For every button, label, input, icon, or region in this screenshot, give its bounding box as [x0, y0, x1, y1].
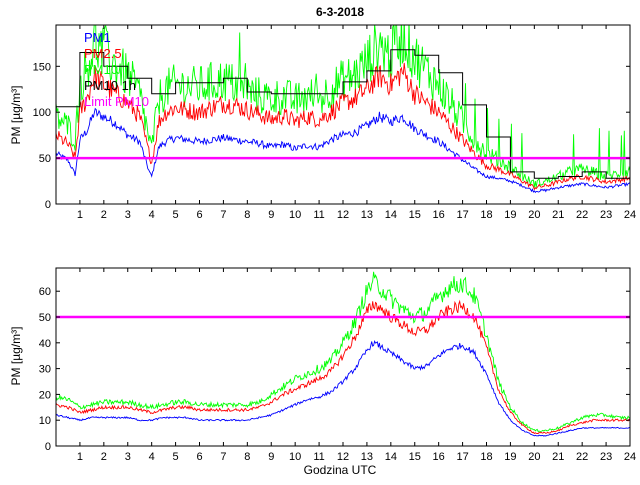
- x-tick-label: 22: [576, 209, 588, 221]
- series-line-pm1: [56, 107, 630, 194]
- x-tick-label: 22: [576, 451, 588, 463]
- x-tick-label: 15: [409, 451, 421, 463]
- legend-entry-pm2-5: PM2.5: [84, 46, 122, 61]
- x-tick-label: 4: [149, 209, 155, 221]
- x-tick-label: 20: [528, 451, 540, 463]
- x-tick-label: 6: [196, 451, 202, 463]
- x-tick-label: 14: [385, 451, 397, 463]
- x-tick-label: 20: [528, 209, 540, 221]
- y-tick-label: 0: [45, 199, 51, 211]
- x-tick-label: 5: [173, 209, 179, 221]
- x-tick-label: 21: [552, 451, 564, 463]
- x-tick-label: 19: [504, 209, 516, 221]
- y-tick-label: 0: [45, 441, 51, 453]
- x-tick-label: 24: [624, 451, 636, 463]
- x-tick-label: 13: [361, 209, 373, 221]
- x-tick-label: 14: [385, 209, 397, 221]
- x-tick-label: 8: [244, 451, 250, 463]
- x-tick-label: 7: [220, 209, 226, 221]
- x-tick-label: 12: [337, 209, 349, 221]
- x-tick-label: 16: [433, 209, 445, 221]
- y-tick-label: 60: [39, 286, 51, 298]
- plot-area: [56, 25, 630, 194]
- legend-entry-pm10-1h: PM10 1h: [84, 78, 136, 93]
- x-tick-label: 16: [433, 451, 445, 463]
- series-line-pm10-1h: [56, 49, 630, 179]
- y-tick-label: 150: [33, 61, 51, 73]
- x-tick-label: 7: [220, 451, 226, 463]
- x-tick-label: 11: [313, 451, 324, 463]
- x-tick-label: 10: [289, 451, 301, 463]
- x-tick-label: 13: [361, 451, 373, 463]
- x-tick-label: 23: [600, 209, 612, 221]
- y-tick-label: 50: [39, 312, 51, 324]
- x-tick-label: 1: [77, 209, 83, 221]
- x-tick-label: 3: [125, 209, 131, 221]
- legend-entry-limit-pm10: Limit PM10: [84, 94, 149, 109]
- series-line-pm10: [56, 271, 630, 433]
- series-line-pm10: [56, 25, 630, 188]
- x-tick-label: 19: [504, 451, 516, 463]
- y-tick-label: 100: [33, 107, 51, 119]
- x-tick-label: 5: [173, 451, 179, 463]
- x-tick-label: 24: [624, 209, 636, 221]
- x-tick-label: 2: [101, 209, 107, 221]
- x-axis-label: Godzina UTC: [304, 463, 377, 477]
- top-chart: PM [µg/m³] 1 2 3 4 5 6 7 8 9 10 11 12 13 14 15 16 17 18 19…: [9, 24, 636, 221]
- x-tick-label: 2: [101, 451, 107, 463]
- series-line-pm2-5: [56, 299, 630, 435]
- y-tick-label: 10: [39, 415, 51, 427]
- x-tick-label: 15: [409, 209, 421, 221]
- x-tick-label: 17: [456, 451, 468, 463]
- y-tick-label: 40: [39, 338, 51, 350]
- x-tick-label: 3: [125, 451, 131, 463]
- series-line-pm1: [56, 340, 630, 437]
- top-chart-ylabel: PM [µg/m³]: [9, 86, 23, 145]
- x-tick-label: 18: [480, 209, 492, 221]
- axes-frame: [55, 24, 631, 205]
- y-tick-label: 50: [39, 153, 51, 165]
- legend-entry-pm10: PM10: [84, 62, 118, 77]
- y-tick-label: 20: [39, 389, 51, 401]
- x-tick-label: 12: [337, 451, 349, 463]
- y-tick-label: 30: [39, 364, 51, 376]
- legend-entry-pm1: PM1: [84, 30, 111, 45]
- x-tick-label: 17: [456, 209, 468, 221]
- x-tick-label: 18: [480, 451, 492, 463]
- x-tick-label: 9: [268, 209, 274, 221]
- bottom-chart: PM [µg/m³] Godzina UTC 1 2 3 4 5 6 7 8 9 10 11 12 13…: [9, 267, 636, 477]
- figure-title: 6-3-2018: [316, 5, 364, 19]
- x-tick-label: 6: [196, 209, 202, 221]
- bottom-chart-ylabel: PM [µg/m³]: [9, 327, 23, 386]
- x-tick-label: 8: [244, 209, 250, 221]
- plot-area: [56, 271, 630, 437]
- x-tick-label: 23: [600, 451, 612, 463]
- x-tick-label: 9: [268, 451, 274, 463]
- x-tick-label: 11: [313, 209, 324, 221]
- x-tick-label: 1: [77, 451, 83, 463]
- x-tick-label: 10: [289, 209, 301, 221]
- x-tick-label: 4: [149, 451, 155, 463]
- x-tick-label: 21: [552, 209, 564, 221]
